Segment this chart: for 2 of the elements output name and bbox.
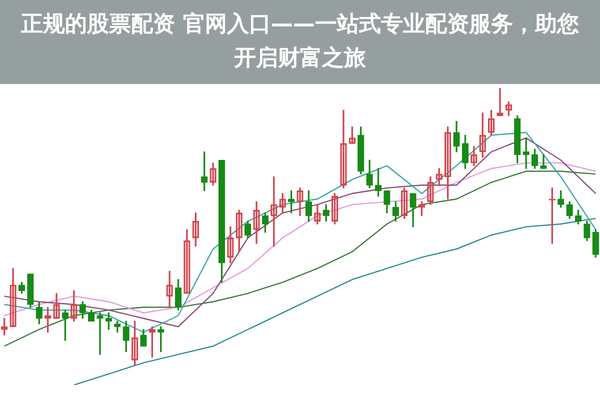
chart-title: 正规的股票配资 官网入口——一站式专业配资服务，助您开启财富之旅: [20, 10, 580, 73]
candlestick: [540, 154, 547, 169]
